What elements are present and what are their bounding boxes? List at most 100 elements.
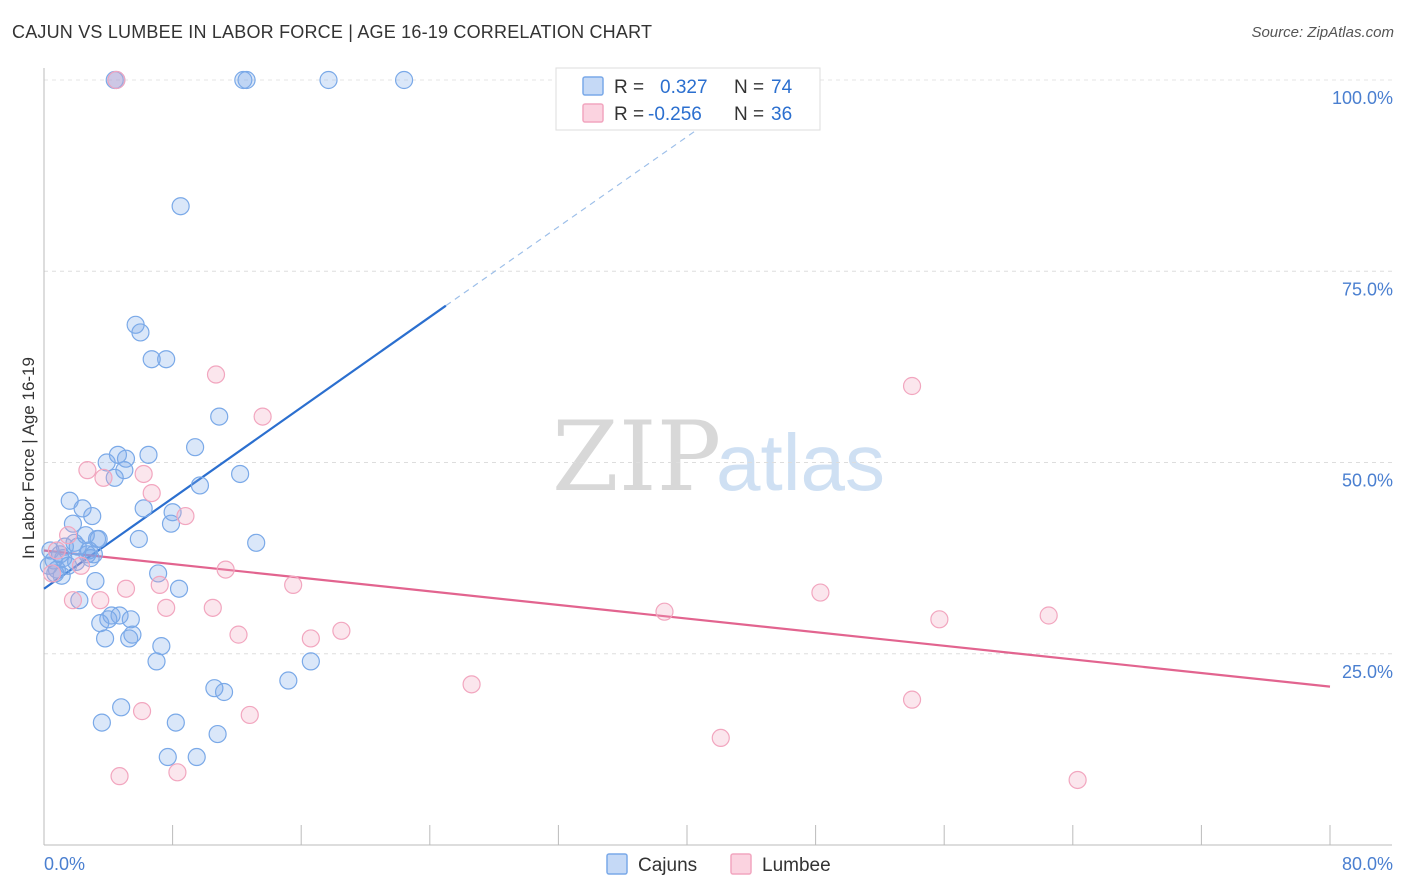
point-cajuns [171,197,190,216]
point-lumbee [42,564,62,583]
stats-swatch-lumbee [582,103,604,123]
point-lumbee [91,591,110,610]
stats-n-lumbee: 36 [771,104,792,125]
point-cajuns [121,610,140,629]
point-cajuns [78,545,97,564]
point-cajuns [187,747,206,767]
point-cajuns [214,682,234,702]
point-lumbee [301,629,320,648]
point-cajuns [112,698,131,717]
legend-swatch-lumbee [730,853,752,875]
point-cajuns [110,606,129,625]
point-lumbee [63,591,83,610]
point-lumbee [157,598,176,617]
point-lumbee [94,468,113,487]
watermark-zip: ZIP [552,401,721,513]
point-cajuns [152,636,171,656]
y-axis-title: In Labor Force | Age 16-19 [19,357,38,559]
x-tick-label-max: 80.0% [1342,854,1393,874]
point-cajuns [279,671,298,690]
trend-lines [43,102,1331,688]
point-cajuns [319,70,338,90]
point-lumbee [132,702,152,721]
stats-swatch-cajuns [582,76,604,96]
y-tick-label: 75.0% [1342,279,1393,299]
point-lumbee [462,675,481,694]
point-lumbee [811,583,830,602]
point-cajuns [142,350,161,369]
point-cajuns [394,70,414,90]
point-cajuns [131,323,150,342]
point-cajuns [95,629,115,648]
point-cajuns [134,499,153,518]
point-lumbee [655,602,674,621]
point-cajuns [158,747,177,767]
watermark-atlas: atlas [716,418,885,507]
point-lumbee [107,70,126,90]
axes [43,68,1392,846]
point-cajuns [147,652,166,671]
chart-title: CAJUN VS LUMBEE IN LABOR FORCE | AGE 16-… [12,22,653,42]
point-lumbee [284,575,303,595]
stats-r-lumbee: -0.256 [648,104,702,125]
point-cajuns [92,713,111,732]
point-lumbee [902,376,922,396]
stats-n-cajuns: 74 [771,77,793,98]
stats-r-cajuns: 0.327 [660,77,708,98]
gridlines [44,79,1392,655]
point-cajuns [208,724,227,744]
point-cajuns [186,438,205,457]
point-lumbee [71,556,91,575]
point-cajuns [129,529,148,549]
point-lumbee [110,767,129,786]
point-lumbee [216,560,235,579]
trend-line-cajuns-extension [445,102,736,307]
stats-r-label-cajuns: R = [614,77,644,98]
point-lumbee [168,763,187,782]
point-lumbee [240,705,259,725]
stats-box: R = 0.327 N = 74 R = -0.256 N = 36 [555,67,821,131]
point-cajuns [123,625,142,644]
point-lumbee [229,625,248,644]
legend: Cajuns Lumbee [606,853,831,876]
trend-line-lumbee [43,549,1331,688]
point-lumbee [116,579,136,598]
point-lumbee [711,728,730,748]
point-cajuns [87,529,107,549]
point-cajuns [63,514,83,533]
legend-label-lumbee: Lumbee [762,855,831,876]
y-tick-label: 50.0% [1342,471,1393,491]
point-cajuns [210,407,229,426]
data-points [39,70,1087,790]
point-lumbee [930,610,949,629]
point-cajuns [70,591,89,610]
point-cajuns [139,445,158,464]
point-lumbee [150,575,169,595]
point-lumbee [1068,770,1087,790]
source-label: Source: ZipAtlas.com [1251,24,1394,41]
point-cajuns [161,514,181,533]
stats-n-label-cajuns: N = [734,77,764,98]
point-cajuns [116,449,136,468]
point-cajuns [169,579,189,598]
point-lumbee [176,506,195,526]
point-lumbee [134,464,153,484]
point-cajuns [166,713,185,732]
point-cajuns [237,70,256,90]
trend-line-cajuns [43,304,447,590]
point-lumbee [78,461,97,480]
point-cajuns [301,652,320,671]
point-cajuns [190,476,210,495]
tick-labels: 25.0% 50.0% 75.0% 100.0% 0.0% 80.0% [44,88,1393,874]
point-lumbee [332,621,351,640]
point-cajuns [86,571,105,591]
point-cajuns [205,679,224,698]
point-cajuns [247,533,266,552]
legend-label-cajuns: Cajuns [638,855,697,876]
point-lumbee [203,598,222,617]
point-cajuns [157,350,176,369]
point-lumbee [59,526,78,545]
y-tick-label: 100.0% [1332,88,1393,108]
point-lumbee [47,541,66,560]
